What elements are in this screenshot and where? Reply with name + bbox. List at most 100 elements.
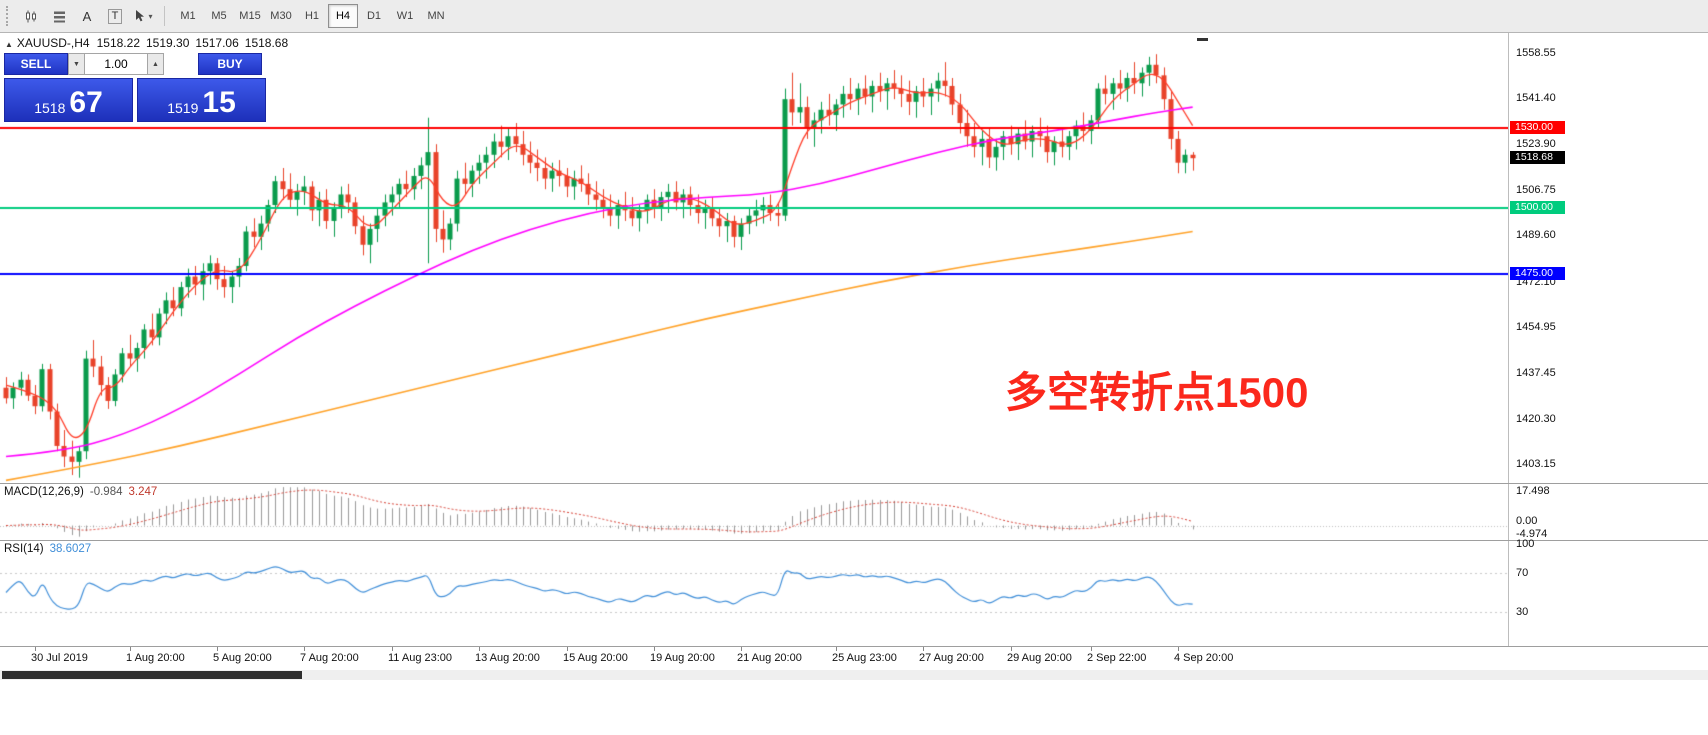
- minimize-icon[interactable]: [1197, 38, 1208, 41]
- price-axis-tick: 1558.55: [1516, 46, 1556, 59]
- rsi-axis: 100 70 30: [1508, 538, 1708, 646]
- time-axis-label: 29 Aug 20:00: [1007, 652, 1072, 664]
- pane-separator[interactable]: [0, 483, 1708, 484]
- time-axis-tick: [304, 647, 305, 651]
- rsi-pane: RSI(14) 38.6027: [0, 541, 1508, 646]
- sell-price-major: 1518: [34, 100, 66, 116]
- high-value: 1519.30: [146, 36, 190, 50]
- volume-increase-button[interactable]: ▲: [147, 53, 164, 75]
- rsi-axis-tick: 70: [1516, 567, 1529, 580]
- sell-price-display[interactable]: 1518 67: [4, 78, 133, 122]
- time-axis-tick: [836, 647, 837, 651]
- time-axis-label: 21 Aug 20:00: [737, 652, 802, 664]
- timeframe-m5[interactable]: M5: [204, 4, 234, 28]
- price-axis-tick: 1489.60: [1516, 229, 1556, 242]
- volume-input[interactable]: [85, 53, 147, 75]
- time-axis-tick: [35, 647, 36, 651]
- timeframe-w1[interactable]: W1: [390, 4, 420, 28]
- one-click-collapse-icon[interactable]: ▲: [5, 40, 13, 49]
- price-axis-tick: 1454.95: [1516, 320, 1556, 333]
- time-axis-label: 2 Sep 22:00: [1087, 652, 1147, 664]
- rsi-axis-tick: 30: [1516, 605, 1529, 618]
- price-axis-tick: 1420.30: [1516, 412, 1556, 425]
- windows-tile-icon[interactable]: [46, 4, 72, 28]
- time-axis-tick: [654, 647, 655, 651]
- macd-value: -0.984: [89, 486, 123, 498]
- timeframe-m1[interactable]: M1: [173, 4, 203, 28]
- sell-button[interactable]: SELL: [4, 53, 68, 75]
- sell-price-minor: 67: [69, 86, 103, 119]
- dropdown-arrow-icon: ▾: [148, 11, 153, 21]
- time-axis-tick: [1178, 647, 1179, 651]
- low-value: 1517.06: [195, 36, 239, 50]
- time-axis-label: 13 Aug 20:00: [475, 652, 540, 664]
- pane-separator[interactable]: [0, 540, 1708, 541]
- time-axis-tick: [923, 647, 924, 651]
- time-axis-label: 11 Aug 23:00: [388, 652, 453, 664]
- close-value: 1518.68: [244, 36, 289, 50]
- price-axis: 1558.55 1541.40 1523.90 1506.75 1489.60 1472.…: [1508, 33, 1708, 483]
- time-axis-tick: [217, 647, 218, 651]
- time-axis-tick: [130, 647, 131, 651]
- text-label-icon[interactable]: T: [102, 4, 128, 28]
- price-axis-tick: 1541.40: [1516, 92, 1556, 105]
- time-axis-tick: [741, 647, 742, 651]
- draw-text-icon[interactable]: A: [74, 4, 100, 28]
- macd-label: MACD(12,26,9) -0.984 3.247: [4, 486, 163, 498]
- time-axis-label: 7 Aug 20:00: [300, 652, 359, 664]
- scrollbar-thumb[interactable]: [2, 671, 302, 679]
- time-axis-label: 5 Aug 20:00: [213, 652, 272, 664]
- timeframe-h4[interactable]: H4: [328, 4, 358, 28]
- chart-annotation-text: 多空转折点1500: [1005, 369, 1309, 416]
- macd-canvas[interactable]: [0, 484, 1508, 540]
- cursor-tool-icon[interactable]: ▾: [130, 4, 156, 28]
- time-axis-label: 30 Jul 2019: [31, 652, 88, 664]
- timeframe-group: M1 M5 M15 M30 H1 H4 D1 W1 MN: [173, 4, 451, 28]
- time-axis-tick: [1091, 647, 1092, 651]
- timeframe-m15[interactable]: M15: [235, 4, 265, 28]
- time-axis-label: 19 Aug 20:00: [650, 652, 715, 664]
- price-axis-tick: 1403.15: [1516, 458, 1556, 471]
- horizontal-scrollbar[interactable]: [0, 670, 1708, 680]
- rsi-value: 38.6027: [49, 543, 92, 555]
- candlestick-chart-icon[interactable]: [18, 4, 44, 28]
- one-click-trading-widget: SELL ▼ ▲ BUY 1518 67 1519 15: [4, 53, 266, 122]
- toolbar-drag-handle[interactable]: [6, 6, 11, 26]
- macd-name: MACD(12,26,9): [4, 486, 84, 498]
- timeframe-m30[interactable]: M30: [266, 4, 296, 28]
- rsi-label: RSI(14) 38.6027: [4, 543, 97, 555]
- buy-price-major: 1519: [167, 100, 199, 116]
- toolbar: A T ▾ M1 M5 M15 M30 H1 H4 D1 W1 MN: [0, 0, 1708, 33]
- text-label-glyph: T: [107, 8, 123, 24]
- rsi-axis-tick: 100: [1516, 538, 1535, 550]
- chart-title: ▲ XAUUSD-,H4 1518.22 1519.30 1517.06 1518.68: [5, 36, 288, 50]
- macd-pane: MACD(12,26,9) -0.984 3.247: [0, 484, 1508, 540]
- toolbar-separator: [164, 6, 165, 26]
- price-axis-tick: 1437.45: [1516, 367, 1556, 380]
- timeframe-d1[interactable]: D1: [359, 4, 389, 28]
- time-axis-label: 15 Aug 20:00: [563, 652, 628, 664]
- time-axis-label: 25 Aug 23:00: [832, 652, 897, 664]
- rsi-name: RSI(14): [4, 543, 44, 555]
- macd-axis-min: -4.974: [1516, 528, 1548, 540]
- macd-axis: 17.498 0.00 -4.974: [1508, 484, 1708, 540]
- pane-separator: [0, 646, 1708, 647]
- current-price-badge: 1518.68: [1510, 151, 1565, 165]
- buy-price-minor: 15: [202, 86, 236, 119]
- price-axis-tick: 1523.90: [1516, 138, 1556, 151]
- buy-button[interactable]: BUY: [198, 53, 262, 75]
- macd-axis-zero: 0.00: [1516, 514, 1538, 527]
- rsi-canvas[interactable]: [0, 541, 1508, 646]
- timeframe-h1[interactable]: H1: [297, 4, 327, 28]
- buy-price-display[interactable]: 1519 15: [137, 78, 266, 122]
- time-axis[interactable]: 30 Jul 2019 1 Aug 20:00 5 Aug 20:00 7 Aug 2…: [0, 647, 1708, 669]
- price-axis-tick: 1506.75: [1516, 183, 1556, 196]
- time-axis-tick: [567, 647, 568, 651]
- time-axis-tick: [1011, 647, 1012, 651]
- price-chart-pane: ▲ XAUUSD-,H4 1518.22 1519.30 1517.06 1518.68 …: [0, 33, 1508, 483]
- open-value: 1518.22: [96, 36, 140, 50]
- time-axis-tick: [479, 647, 480, 651]
- macd-axis-max: 17.498: [1516, 485, 1550, 497]
- timeframe-mn[interactable]: MN: [421, 4, 451, 28]
- volume-decrease-button[interactable]: ▼: [68, 53, 85, 75]
